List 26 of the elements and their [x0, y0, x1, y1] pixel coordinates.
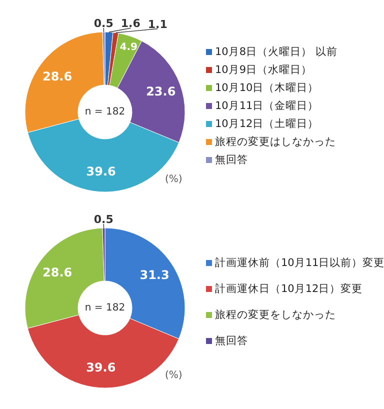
legend-label: 旅程の変更はしなかった: [215, 135, 336, 149]
data-label: 1.1: [148, 18, 168, 31]
legend-label: 10月12日（土曜日）: [215, 117, 319, 131]
legend-label: 無回答: [215, 153, 248, 167]
data-label: 39.6: [86, 360, 116, 374]
legend-label: 10月9日（水曜日）: [215, 63, 312, 77]
legend-label: 無回答: [215, 334, 248, 348]
legend-label: 10月10日（木曜日）: [215, 81, 319, 95]
legend-label: 10月11日（金曜日）: [215, 99, 319, 113]
legend-label: 旅程の変更をしなかった: [215, 308, 336, 322]
text: (%): [165, 370, 182, 381]
text: n = 182: [84, 106, 126, 118]
text: n = 182: [84, 302, 126, 314]
data-label: 31.3: [140, 268, 170, 282]
data-label: 1.6: [120, 17, 141, 30]
data-label: 28.6: [42, 265, 72, 280]
data-label: 4.9: [120, 42, 138, 54]
data-label: 39.6: [86, 164, 116, 178]
data-label: 23.6: [146, 84, 176, 99]
legend-label: 計画運休日（10月12日）変更: [215, 282, 363, 296]
text: (%): [165, 174, 182, 185]
legend-label: 10月8日（火曜日） 以前: [215, 45, 338, 59]
data-label: 28.6: [42, 69, 72, 84]
data-label: 0.5: [94, 17, 114, 30]
data-label: 0.5: [94, 213, 114, 226]
legend-label: 計画運休前（10月11日以前）変更: [215, 256, 384, 270]
